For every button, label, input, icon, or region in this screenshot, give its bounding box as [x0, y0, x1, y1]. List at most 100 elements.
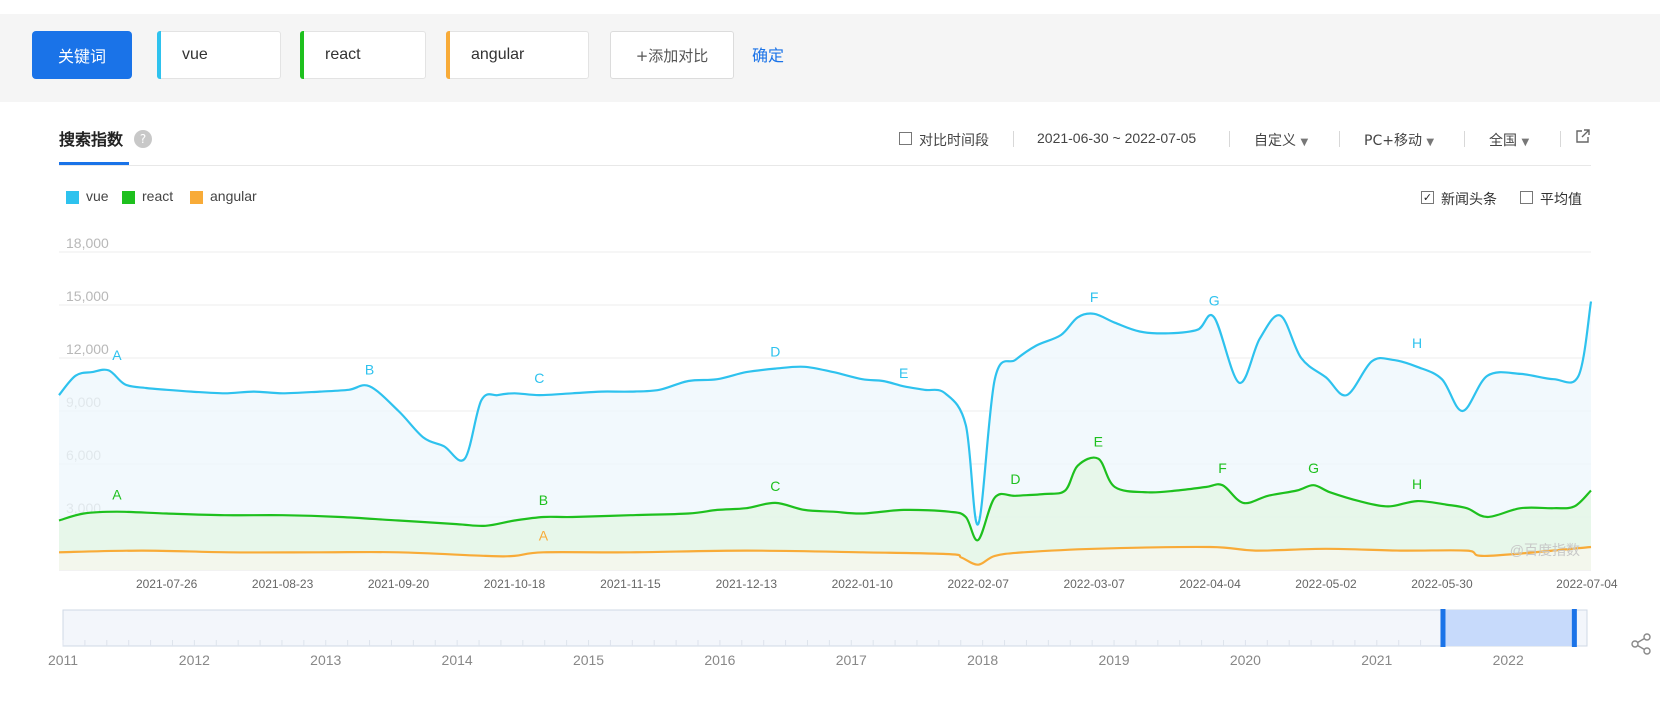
device-value: PC+移动	[1364, 133, 1422, 149]
share-icon[interactable]	[1629, 632, 1653, 656]
external-link-icon[interactable]	[1575, 128, 1591, 144]
average-checkbox[interactable]	[1520, 191, 1533, 204]
keyword-input-react[interactable]: react	[300, 31, 426, 79]
legend-react[interactable]: react	[142, 188, 174, 204]
y-tick-label: 15,000	[66, 288, 109, 304]
overview-year-label: 2019	[1098, 652, 1129, 668]
keyword-input-vue[interactable]: vue	[157, 31, 281, 79]
x-tick-label: 2021-12-13	[716, 577, 778, 591]
average-label[interactable]: 平均值	[1540, 192, 1582, 208]
annotation-marker[interactable]: H	[1412, 335, 1422, 351]
news-headlines-checkbox[interactable]: ✓	[1421, 191, 1434, 204]
region-select[interactable]: 全国 ▼	[1489, 130, 1529, 150]
area-angular	[59, 546, 1591, 570]
annotation-marker[interactable]: D	[770, 344, 780, 360]
annotation-marker[interactable]: F	[1090, 289, 1099, 305]
annotation-marker[interactable]: B	[365, 361, 374, 377]
keyword-text: vue	[182, 46, 208, 63]
legend-swatch-react	[122, 191, 135, 204]
annotation-marker[interactable]: F	[1218, 460, 1227, 476]
x-tick-label: 2022-03-07	[1063, 577, 1125, 591]
range-type-select[interactable]: 自定义 ▼	[1254, 130, 1308, 150]
y-tick-label: 18,000	[66, 235, 109, 251]
confirm-link[interactable]: 确定	[752, 46, 785, 65]
divider	[1013, 131, 1014, 147]
overview-track[interactable]	[62, 609, 1588, 647]
overview-year-label: 2022	[1493, 652, 1524, 668]
series-line-angular[interactable]	[58, 545, 1592, 566]
x-tick-label: 2022-05-30	[1411, 577, 1473, 591]
question-circle-icon[interactable]: ?	[134, 130, 152, 148]
overview-year-label: 2021	[1361, 652, 1392, 668]
date-range-picker[interactable]: 2021-06-30 ~ 2022-07-05	[1037, 130, 1197, 146]
x-tick-label: 2021-11-15	[600, 577, 661, 591]
annotation-marker[interactable]: G	[1308, 460, 1319, 476]
caret-down-icon: ▼	[1521, 137, 1530, 148]
overview-year-label: 2011	[48, 652, 78, 668]
annotation-marker[interactable]: C	[770, 478, 780, 494]
x-tick-label: 2021-09-20	[368, 577, 430, 591]
overview-year-label: 2014	[442, 652, 473, 668]
divider	[1339, 131, 1340, 147]
overview-year-label: 2012	[179, 652, 210, 668]
caret-down-icon: ▼	[1426, 137, 1435, 148]
watermark: @百度指数	[1510, 542, 1580, 558]
device-select[interactable]: PC+移动 ▼	[1364, 130, 1434, 150]
annotation-marker[interactable]: C	[534, 370, 544, 386]
series-line-vue[interactable]	[58, 301, 1593, 526]
annotation-marker[interactable]: H	[1412, 476, 1422, 492]
keyword-color-bar	[446, 31, 450, 79]
overview-year-label: 2017	[836, 652, 867, 668]
region-value: 全国	[1489, 133, 1517, 149]
range-type-value: 自定义	[1254, 133, 1296, 149]
annotation-marker[interactable]: E	[1094, 434, 1103, 450]
keyword-text: react	[325, 46, 361, 63]
overview-selection[interactable]	[1442, 610, 1574, 646]
legend-angular[interactable]: angular	[210, 188, 257, 204]
range-handle-right[interactable]	[1571, 609, 1577, 647]
overview-year-label: 2015	[573, 652, 604, 668]
x-tick-label: 2021-08-23	[252, 577, 314, 591]
x-tick-label: 2021-07-26	[136, 577, 198, 591]
overview-year-label: 2018	[967, 652, 998, 668]
area-react	[59, 457, 1591, 570]
y-tick-label: 12,000	[66, 341, 109, 357]
divider	[1464, 131, 1465, 147]
caret-down-icon: ▼	[1300, 137, 1309, 148]
divider	[1229, 131, 1230, 147]
annotation-marker[interactable]: E	[899, 365, 908, 381]
x-tick-label: 2022-07-04	[1556, 577, 1618, 591]
x-tick-label: 2021-10-18	[484, 577, 546, 591]
annotation-marker[interactable]: A	[112, 487, 122, 503]
range-handle-left[interactable]	[1440, 609, 1446, 647]
x-tick-label: 2022-01-10	[832, 577, 894, 591]
overview-year-label: 2016	[704, 652, 735, 668]
annotation-marker[interactable]: B	[539, 492, 548, 508]
tab-active-indicator	[59, 162, 129, 165]
series-line-react[interactable]	[58, 456, 1592, 542]
keyword-color-bar	[300, 31, 304, 79]
compare-period-label[interactable]: 对比时间段	[919, 133, 989, 149]
x-tick-label: 2022-02-07	[948, 577, 1010, 591]
keyword-input-angular[interactable]: angular	[446, 31, 589, 79]
legend-swatch-vue	[66, 191, 79, 204]
overview-year-label: 2013	[310, 652, 341, 668]
x-tick-label: 2022-04-04	[1179, 577, 1241, 591]
x-tick-label: 2022-05-02	[1295, 577, 1357, 591]
news-headlines-label[interactable]: 新闻头条	[1441, 192, 1497, 208]
divider	[59, 165, 1591, 166]
overview-year-label: 2020	[1230, 652, 1261, 668]
annotation-marker[interactable]: G	[1209, 292, 1220, 308]
compare-period-checkbox[interactable]	[899, 132, 912, 145]
keyword-text: angular	[471, 46, 525, 63]
legend-vue[interactable]: vue	[86, 188, 109, 204]
annotation-marker[interactable]: A	[112, 347, 122, 363]
tab-search-index[interactable]: 搜索指数	[59, 130, 124, 149]
add-compare-button[interactable]: +添加对比	[610, 31, 734, 79]
keyword-color-bar	[157, 31, 161, 79]
annotation-marker[interactable]: A	[539, 527, 549, 543]
legend-swatch-angular	[190, 191, 203, 204]
keyword-button[interactable]: 关键词	[32, 31, 132, 79]
annotation-marker[interactable]: D	[1010, 471, 1020, 487]
